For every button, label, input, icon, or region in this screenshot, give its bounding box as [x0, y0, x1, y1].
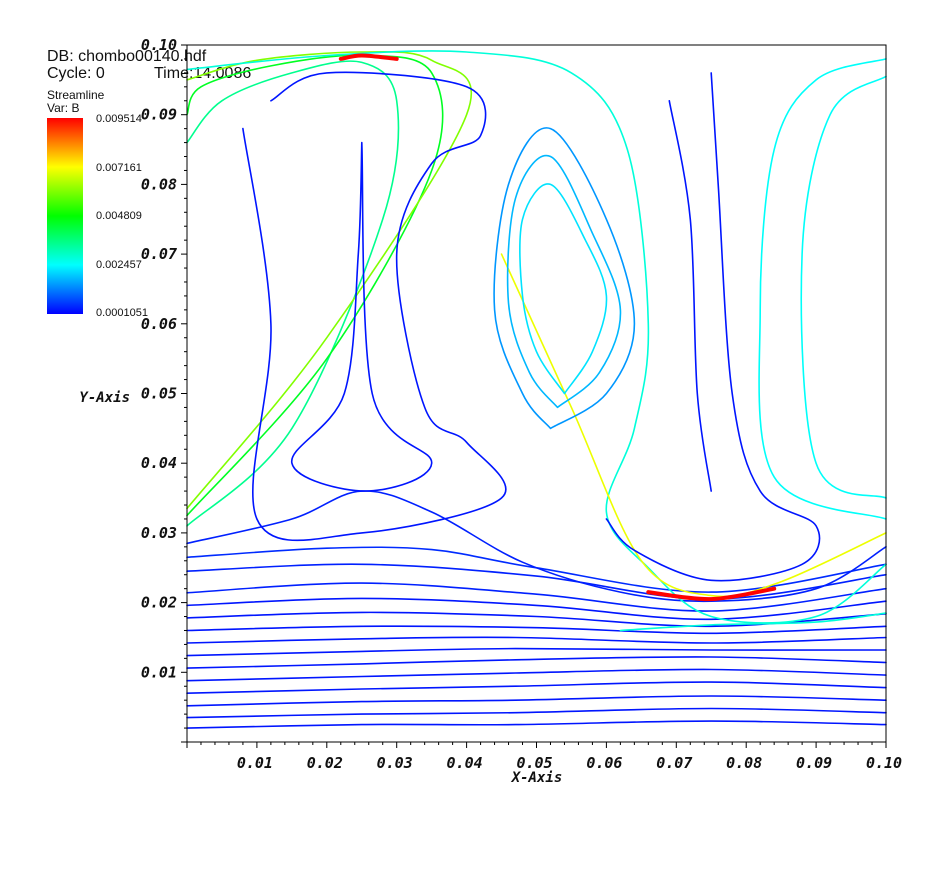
streamline-29 [493, 127, 636, 430]
streamline-22 [338, 53, 399, 61]
streamline-1 [186, 707, 887, 719]
y-axis-title: Y-Axis [79, 390, 130, 406]
x-tick-labels: 0.01 0.02 0.03 0.04 0.05 0.06 0.07 0.08 0.09 0.10 [237, 754, 902, 772]
streamline-13 [186, 546, 887, 593]
y-tick-label: 0.05 [141, 385, 177, 403]
x-tick-label: 0.07 [656, 754, 692, 772]
streamline-23 [605, 72, 821, 582]
streamline-3 [186, 681, 887, 694]
streamline-6 [186, 647, 887, 657]
streamline-19 [186, 50, 887, 624]
legend-tick-3: 0.004809 [96, 210, 142, 222]
x-tick-label: 0.04 [447, 754, 483, 772]
x-tick-label: 0.01 [237, 754, 273, 772]
y-tick-label: 0.02 [141, 594, 177, 612]
y-tick-label: 0.03 [141, 524, 177, 542]
streamline-14 [186, 490, 887, 603]
legend-tick-min: 0.0001051 [96, 307, 148, 319]
x-axis-title: X-Axis [511, 770, 563, 786]
streamline-10 [186, 597, 887, 621]
legend-tick-max: 0.009514 [96, 113, 142, 125]
streamline-group [186, 50, 887, 729]
x-tick-label: 0.05 [516, 754, 552, 772]
streamline-31 [519, 183, 608, 395]
x-tick-label: 0.06 [586, 754, 622, 772]
x-tick-label: 0.08 [726, 754, 762, 772]
y-tick-label: 0.07 [141, 245, 177, 263]
time-label: Time:14.0086 [154, 65, 252, 82]
y-tick-labels: 0.01 0.02 0.03 0.04 0.05 0.06 0.07 0.08 0.09 0.10 [141, 36, 177, 681]
streamline-15 [186, 60, 400, 527]
legend-title: Streamline [47, 88, 105, 102]
streamline-21 [646, 586, 777, 602]
y-tick-label: 0.10 [141, 36, 177, 54]
streamline-5 [186, 656, 887, 669]
streamline-17 [186, 51, 473, 510]
y-tick-label: 0.01 [141, 663, 177, 681]
x-tick-label: 0.10 [866, 754, 902, 772]
streamline-25 [758, 58, 887, 520]
x-tick-label: 0.09 [796, 754, 832, 772]
streamline-26 [800, 75, 887, 499]
legend-variable: Var: B [47, 101, 80, 115]
cycle-label: Cycle: 0 [47, 65, 105, 82]
streamline-12 [186, 563, 887, 600]
db-label: DB: chombo00140.hdf [47, 48, 207, 65]
streamline-7 [186, 636, 887, 644]
streamline-2 [186, 695, 887, 707]
y-tick-label: 0.06 [141, 315, 177, 333]
legend-colorbar [47, 118, 83, 314]
streamline-8 [186, 625, 887, 635]
streamline-11 [186, 582, 887, 612]
y-tick-label: 0.09 [141, 106, 177, 124]
tick-marks [181, 44, 887, 748]
streamline-24 [668, 100, 712, 492]
streamline-18 [619, 612, 887, 632]
x-tick-label: 0.02 [307, 754, 343, 772]
y-tick-label: 0.08 [141, 175, 177, 193]
streamline-16 [186, 54, 444, 517]
streamline-27 [242, 71, 507, 542]
streamline-20 [500, 253, 887, 598]
x-tick-label: 0.03 [377, 754, 413, 772]
y-tick-label: 0.04 [141, 454, 177, 472]
legend-tick-4: 0.002457 [96, 259, 142, 271]
streamline-28 [291, 141, 433, 492]
legend-tick-2: 0.007161 [96, 162, 142, 174]
streamline-0 [186, 720, 887, 729]
streamline-4 [186, 668, 887, 682]
streamline-30 [506, 154, 622, 409]
